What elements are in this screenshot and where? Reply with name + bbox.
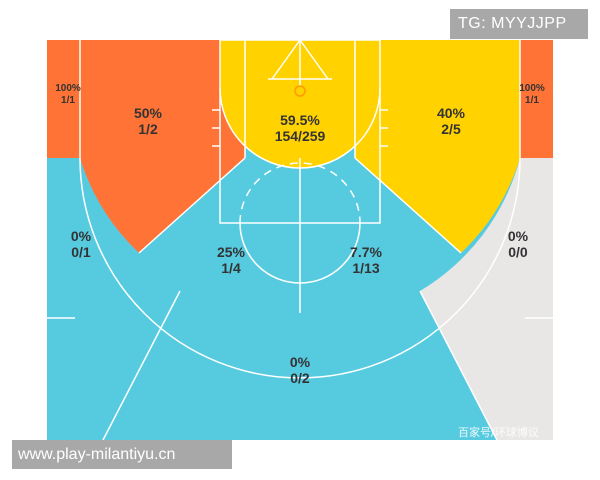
zone-paint (220, 40, 380, 168)
zone-label-right-corner: 100% 1/1 (519, 83, 545, 106)
watermark: 百家号/环球博议 (458, 426, 539, 439)
zone-made-att: 1/1 (61, 94, 75, 106)
zone-made-att: 1/4 (221, 260, 241, 277)
zone-label-left-baseline-mid: 50% 1/2 (134, 105, 162, 137)
basket-support (299, 39, 329, 80)
telegram-tag: TG: MYYJJPP (450, 9, 588, 39)
zone-right-wing-three (420, 158, 553, 440)
zone-made-att: 154/259 (274, 128, 326, 145)
zone-pct: 59.5% (280, 112, 320, 128)
zone-made-att: 1/13 (352, 260, 380, 277)
zone-pct: 0% (70, 228, 92, 244)
zone-pct: 0% (289, 354, 311, 370)
zone-divider (138, 157, 246, 254)
zone-label-left-wing-three: 0% 0/1 (71, 228, 91, 260)
basket-icon (268, 39, 332, 97)
zone-made-att: 2/5 (441, 121, 461, 138)
zone-pct: 0% (507, 228, 529, 244)
site-banner: www.play-milantiyu.cn (12, 440, 232, 469)
zone-right-baseline-mid (355, 40, 520, 253)
hoop (294, 85, 306, 97)
zone-made-att: 1/2 (138, 121, 158, 138)
three-point-arc (79, 157, 521, 379)
zone-pct: 25% (216, 244, 246, 260)
court-lines (47, 39, 553, 441)
zone-pct: 100% (55, 83, 81, 94)
zone-label-right-elbow-mid: 7.7% 1/13 (350, 244, 382, 276)
zone-pct: 100% (519, 83, 545, 94)
zone-label-right-wing-three: 0% 0/0 (508, 228, 528, 260)
zone-made-att: 0/1 (71, 244, 91, 261)
zone-label-top-key-three: 0% 0/2 (290, 354, 310, 386)
zone-divider (419, 290, 498, 441)
zone-made-att: 0/0 (508, 244, 528, 261)
zone-made-att: 0/2 (290, 370, 310, 387)
zone-made-att: 1/1 (525, 94, 539, 106)
free-throw-circle-top (239, 162, 361, 224)
zone-right-corner (520, 40, 553, 158)
zone-label-left-elbow-mid: 25% 1/4 (217, 244, 245, 276)
zone-pct: 40% (436, 105, 466, 121)
basket-support (271, 39, 301, 80)
zone-divider (354, 157, 462, 254)
zone-pct: 7.7% (350, 244, 382, 260)
zone-label-paint: 59.5% 154/259 (275, 112, 326, 144)
zone-left-corner (47, 40, 80, 158)
zone-label-right-baseline-mid: 40% 2/5 (437, 105, 465, 137)
zone-pct: 50% (133, 105, 163, 121)
zone-left-baseline-mid (80, 40, 245, 253)
zone-label-left-corner: 100% 1/1 (55, 83, 81, 106)
zone-divider (102, 290, 181, 441)
